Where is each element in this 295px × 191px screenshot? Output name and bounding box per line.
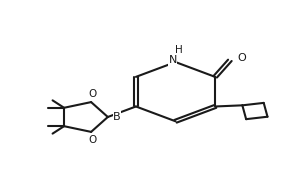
Text: O: O	[237, 53, 246, 63]
Text: O: O	[88, 135, 97, 145]
Text: H: H	[175, 45, 182, 55]
Text: O: O	[88, 89, 97, 99]
Text: B: B	[113, 112, 121, 122]
Text: N: N	[168, 55, 177, 65]
